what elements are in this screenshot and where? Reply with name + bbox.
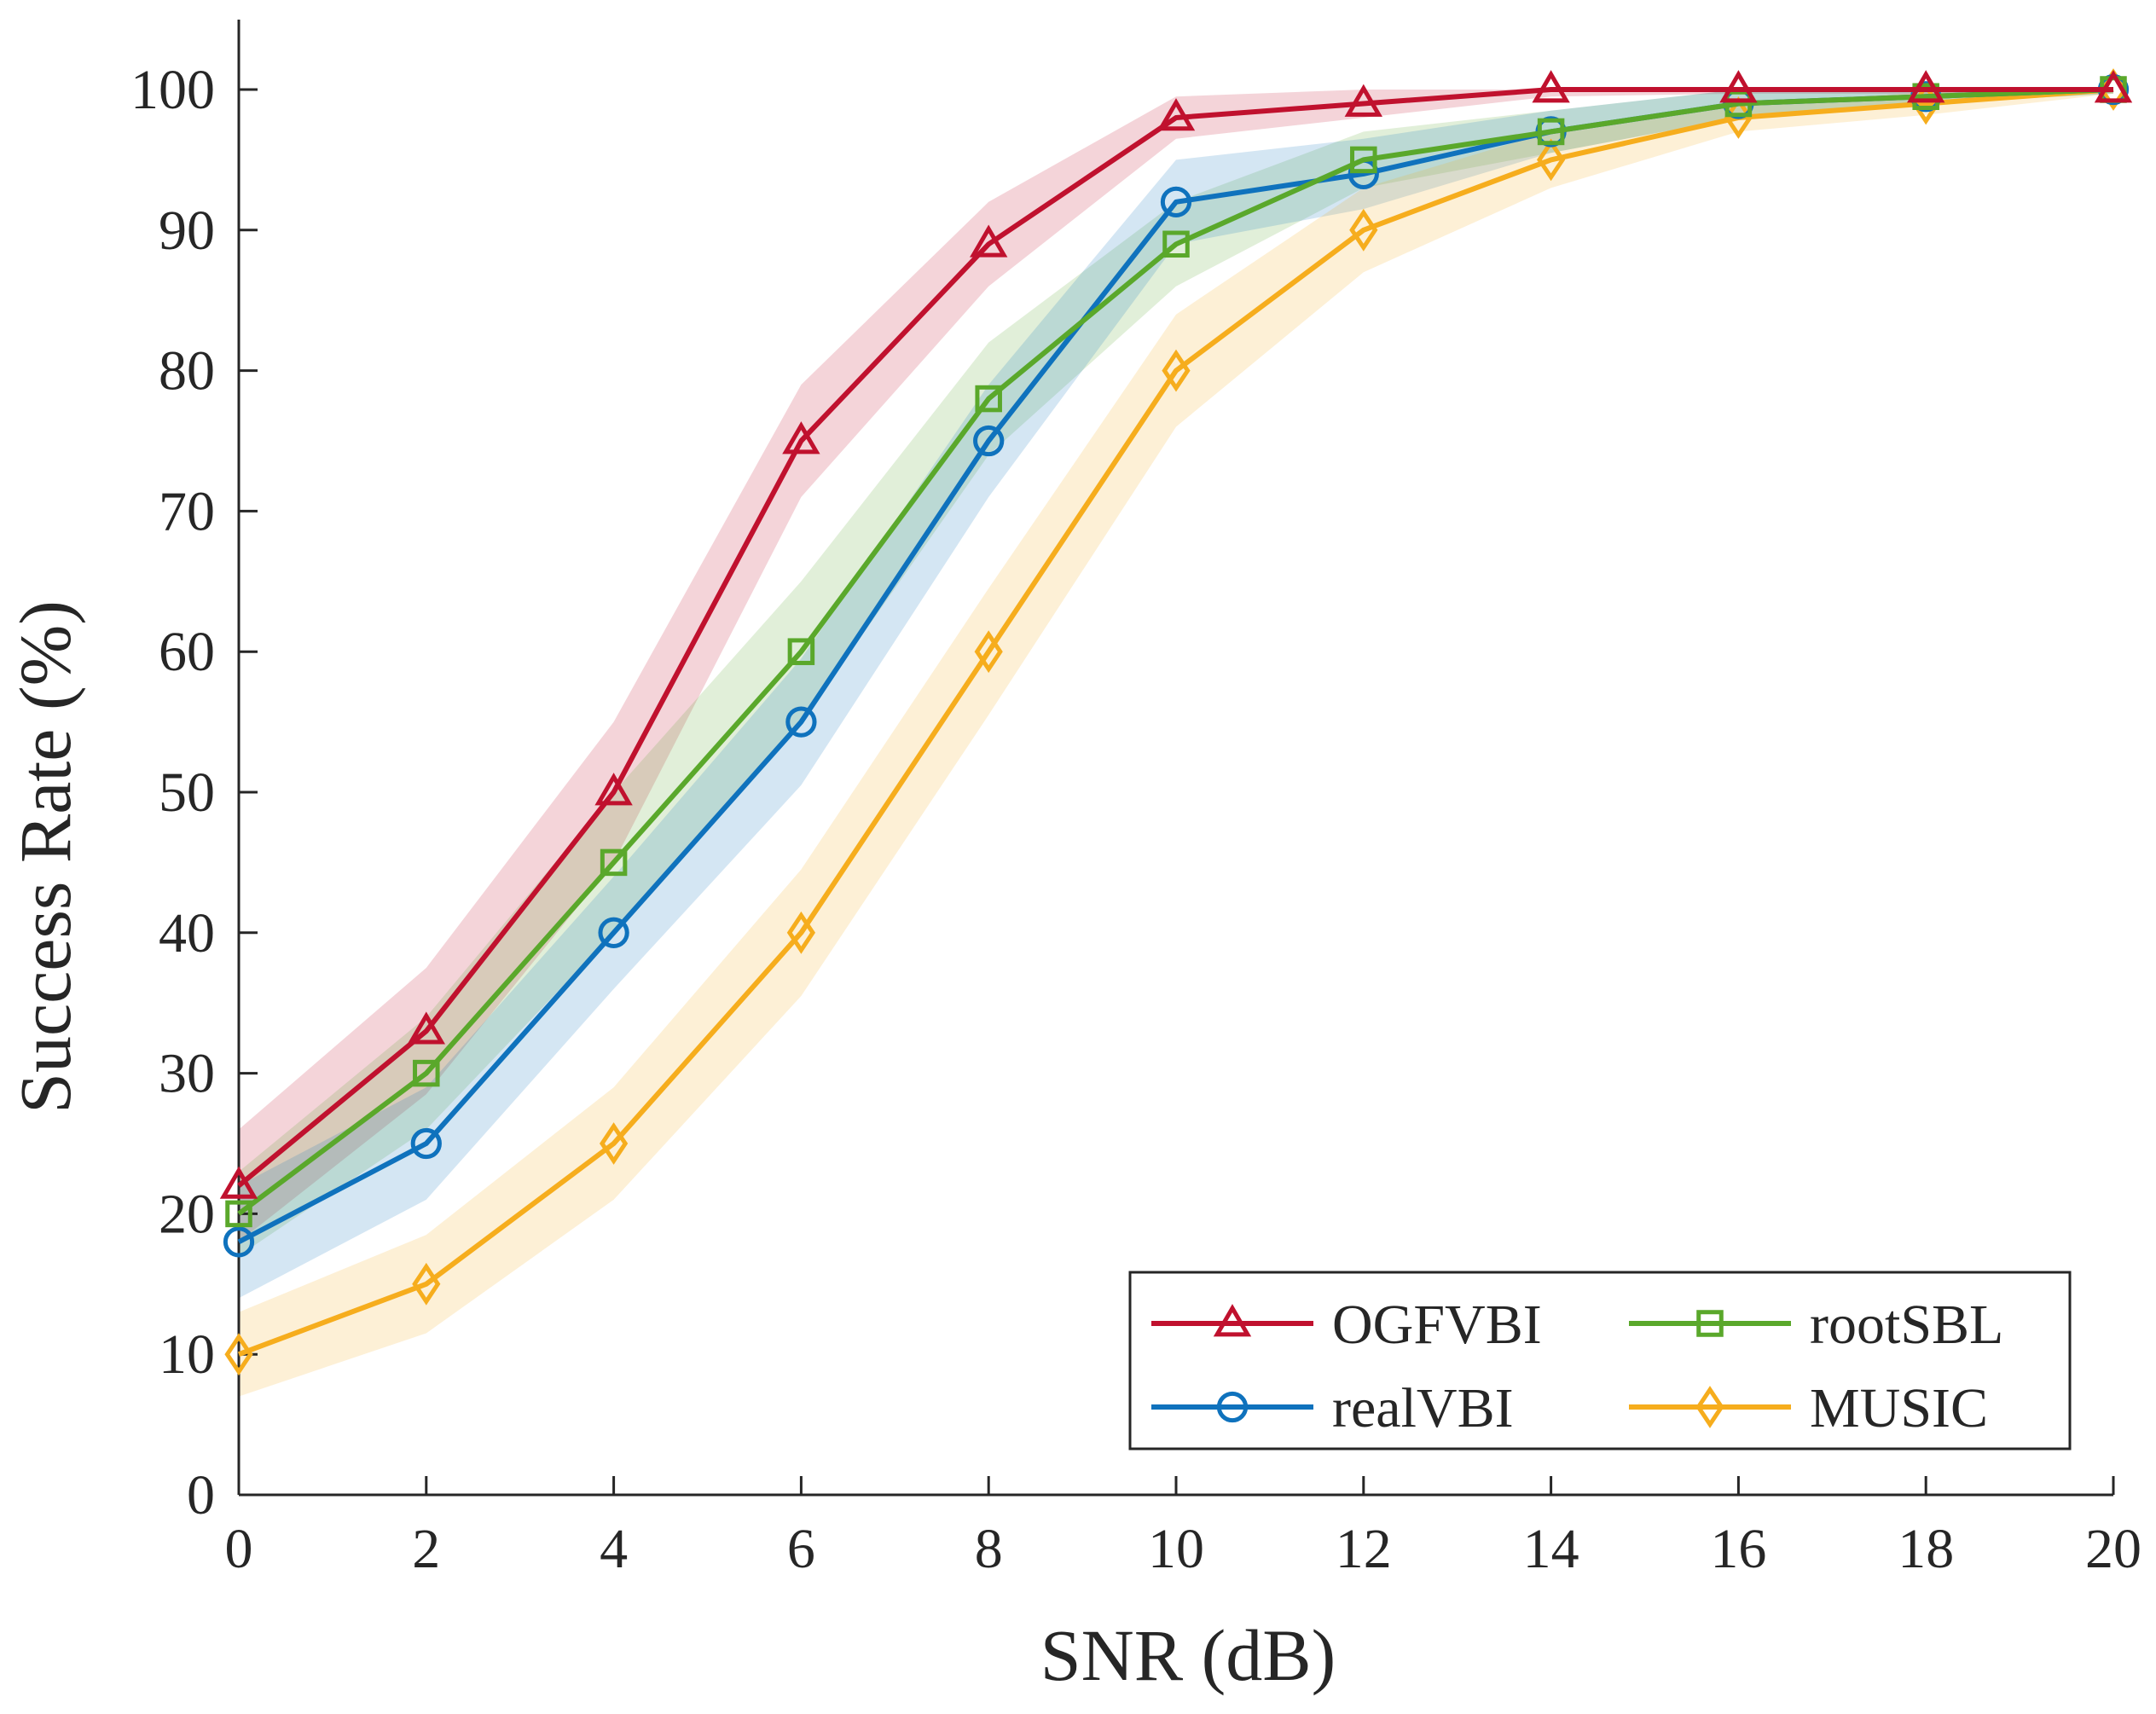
y-axis-label: Success Rate (%) <box>4 600 86 1114</box>
music-line <box>237 87 2114 1358</box>
music-point <box>974 630 1003 674</box>
axes: 0 2 4 6 8 10 12 14 16 18 20 0 10 20 30 40 50 60 70 80 90 100 <box>130 20 2142 1580</box>
rootsbl-point <box>225 1200 252 1228</box>
y-tick-label: 100 <box>130 59 215 121</box>
y-tick-label: 90 <box>159 200 215 262</box>
music-point <box>1349 208 1378 252</box>
x-tick-label: 16 <box>1710 1518 1766 1580</box>
music-point <box>412 1262 441 1306</box>
x-tick-label: 12 <box>1336 1518 1392 1580</box>
ogfvbi-point <box>1156 98 1196 131</box>
y-tick-label: 60 <box>159 621 215 683</box>
ogfvbi-point <box>1719 70 1758 103</box>
y-tick-label: 10 <box>159 1323 215 1386</box>
y-tick-label: 80 <box>159 340 215 402</box>
realvbi-point <box>785 706 817 738</box>
music-point <box>224 1333 253 1376</box>
realvbi-point <box>410 1127 442 1160</box>
ogfvbi-point <box>1532 70 1570 103</box>
x-tick-label: 20 <box>2085 1518 2142 1580</box>
realvbi-point <box>598 917 629 948</box>
ogfvbi-line <box>237 87 2113 1188</box>
music-band <box>239 90 2113 1397</box>
x-tick-label: 8 <box>975 1518 1003 1580</box>
ogfvbi-legend-label: OGFVBI <box>1332 1294 1542 1356</box>
rootsbl-legend-label: rootSBL <box>1810 1294 2003 1356</box>
realvbi-legend-label: realVBI <box>1332 1377 1514 1439</box>
rootsbl-point <box>975 385 1002 413</box>
rootsbl-point <box>413 1059 440 1087</box>
music-point <box>1536 138 1566 182</box>
series-lines <box>219 68 2133 1376</box>
rootsbl-legend-marker <box>1696 1310 1724 1337</box>
y-tick-label: 50 <box>159 761 215 824</box>
confidence-bands <box>239 90 2113 1397</box>
rootsbl-point <box>600 848 628 877</box>
x-axis-label: SNR (dB) <box>1040 1614 1336 1696</box>
y-tick-label: 40 <box>159 902 215 964</box>
realvbi-point <box>223 1226 255 1258</box>
ogfvbi-point <box>2094 70 2133 103</box>
x-tick-label: 0 <box>225 1518 253 1580</box>
ogfvbi-legend-marker <box>1213 1304 1252 1337</box>
rootsbl-point <box>787 638 815 665</box>
legend: OGFVBI rootSBL realVBI MUSIC <box>1128 1271 2072 1451</box>
music-point <box>599 1122 629 1165</box>
realvbi-legend-marker <box>1216 1391 1249 1423</box>
x-tick-label: 18 <box>1898 1518 1954 1580</box>
x-tick-label: 6 <box>787 1518 815 1580</box>
realvbi-point <box>1160 186 1192 217</box>
rootsbl-line <box>237 87 2114 1216</box>
x-tick-label: 2 <box>412 1518 440 1580</box>
ogfvbi-point <box>1907 70 1945 103</box>
ogfvbi-point <box>1344 84 1382 117</box>
x-tick-label: 4 <box>600 1518 628 1580</box>
y-tick-label: 20 <box>159 1183 215 1245</box>
music-point <box>786 911 816 954</box>
x-tick-label: 10 <box>1148 1518 1204 1580</box>
music-legend-marker <box>1695 1386 1724 1428</box>
music-point <box>1162 349 1191 392</box>
y-tick-label: 30 <box>159 1043 215 1105</box>
ogfvbi-point <box>970 224 1008 258</box>
y-tick-label: 70 <box>159 480 215 542</box>
rootsbl-point <box>1724 90 1753 118</box>
x-tick-label: 14 <box>1523 1518 1579 1580</box>
ogfvbi-series <box>219 70 2133 1199</box>
rootsbl-point <box>1537 118 1565 146</box>
realvbi-point <box>973 425 1005 457</box>
ogfvbi-point <box>219 1166 258 1199</box>
legend-box <box>1128 1271 2072 1451</box>
music-legend-label: MUSIC <box>1810 1377 1988 1439</box>
ogfvbi-point <box>594 773 633 806</box>
rootsbl-point <box>1350 146 1377 174</box>
ogfvbi-point <box>782 421 820 455</box>
realvbi-band <box>239 90 2113 1299</box>
rootsbl-point <box>1162 230 1190 258</box>
y-tick-label: 0 <box>187 1464 215 1526</box>
ogfvbi-point <box>407 1011 445 1045</box>
